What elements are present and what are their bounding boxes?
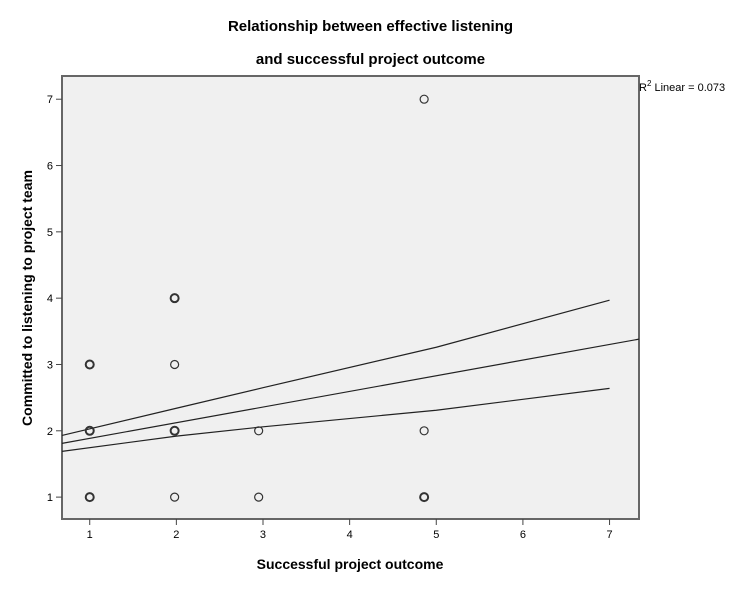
data-point: [169, 425, 180, 436]
data-point: [84, 359, 95, 370]
data-point: [170, 359, 180, 370]
y-tick-label: 3: [47, 359, 53, 371]
x-tick-label: 2: [173, 529, 179, 541]
data-point: [254, 492, 264, 502]
data-point: [419, 426, 429, 436]
ci-upper-line: [61, 299, 610, 437]
chart-title-line2: and successful project outcome: [255, 51, 486, 68]
x-tick-label: 6: [520, 529, 526, 541]
x-tick-label: 3: [260, 529, 266, 541]
fit-line: [61, 338, 640, 444]
y-tick-label: 6: [47, 161, 53, 173]
x-tick-label: 5: [433, 529, 439, 541]
data-point: [170, 492, 180, 502]
plot-background: [61, 75, 640, 520]
data-point: [419, 94, 429, 104]
data-point: [419, 492, 430, 503]
y-axis-label: Committed to listening to project team: [19, 170, 35, 426]
data-point: [84, 425, 95, 436]
x-tick-label: 1: [87, 529, 93, 541]
data-point: [169, 293, 180, 304]
ci-lower-line: [61, 387, 610, 452]
y-tick-label: 7: [47, 94, 53, 106]
r2-annotation: R2 Linear = 0.073: [639, 79, 725, 94]
x-tick-label: 4: [347, 529, 353, 541]
x-tick-label: 7: [606, 529, 612, 541]
chart-title-line1: Relationship between effective listening: [227, 18, 514, 35]
y-tick-label: 1: [47, 492, 53, 504]
data-point: [254, 426, 264, 436]
x-axis-label: Successful project outcome: [257, 556, 444, 572]
data-point: [84, 492, 95, 503]
y-tick-label: 2: [47, 426, 53, 438]
y-tick-label: 4: [47, 293, 53, 305]
y-tick-label: 5: [47, 227, 53, 239]
